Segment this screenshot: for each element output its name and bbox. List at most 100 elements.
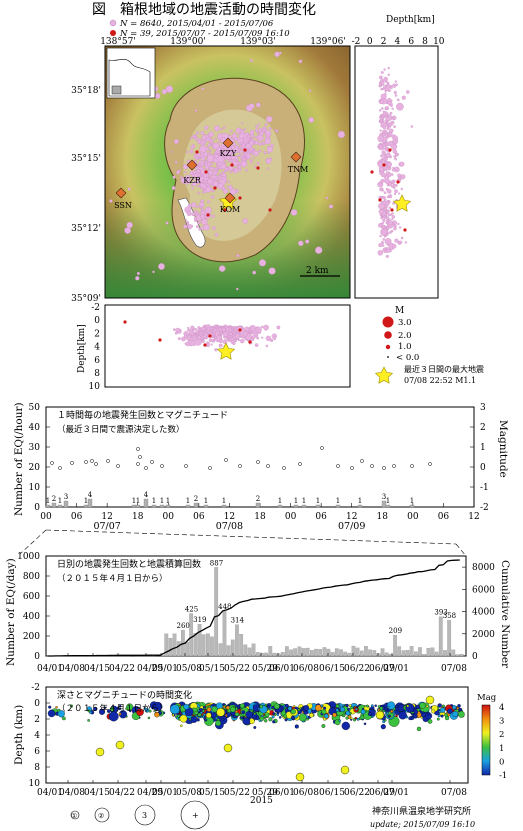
hypocenter-pink — [387, 189, 392, 194]
hypocenter-pink — [381, 222, 385, 225]
epicenter-pink — [298, 59, 303, 64]
hypocenter-pink — [379, 234, 382, 238]
daily-peak-label: 393 — [434, 609, 447, 617]
epicenter-pink — [241, 143, 246, 148]
hypocenter-pink — [381, 119, 385, 122]
inset-area-box — [111, 85, 122, 95]
epicenter-pink — [196, 131, 200, 135]
hourly-mag-tick: 2 — [480, 423, 486, 433]
epicenter-pink — [232, 142, 237, 147]
hypocenter-pink — [181, 336, 186, 342]
epicenter-pink — [212, 226, 216, 230]
hourly-bar — [51, 502, 57, 508]
hourly-bar — [165, 504, 171, 508]
depth-time-event — [395, 714, 398, 718]
legend-pink-dot — [109, 19, 117, 27]
daily-y-ticks: 0 200 400 600 800 1000 — [17, 552, 50, 662]
depth-time-event — [245, 710, 253, 719]
epicenter-pink — [183, 224, 188, 229]
hypocenter-pink — [394, 189, 398, 194]
hourly-mag-circle — [50, 461, 54, 465]
depth-top-ticks: -2 0 2 4 6 8 10 — [352, 37, 445, 47]
daily-bar — [326, 648, 331, 657]
hourly-bar — [63, 500, 69, 508]
hypocenter-pink — [383, 235, 387, 238]
inset-coastline — [108, 58, 151, 97]
hypocenter-pink — [211, 330, 214, 333]
epicenter-pink — [243, 128, 246, 131]
epicenter-pink — [192, 170, 197, 174]
depth-time-event — [276, 713, 280, 717]
hypocenter-pink — [382, 238, 385, 241]
depth-time-event — [416, 726, 422, 732]
hypocenter-pink — [231, 327, 234, 331]
hypocenter-pink — [389, 128, 394, 133]
epicenter-pink — [214, 177, 218, 181]
epicenter-pink — [208, 131, 214, 137]
hypocenter-pink — [394, 238, 399, 243]
epicenter-pink — [221, 171, 225, 174]
hourly-bar-label: 4 — [144, 491, 149, 499]
epicenter-pink — [263, 127, 267, 131]
epicenter-pink — [211, 195, 215, 199]
daily-bar — [347, 652, 352, 657]
hourly-bar — [131, 504, 137, 508]
depth-time-event — [390, 709, 394, 713]
hourly-x-tick: 12 — [468, 512, 479, 522]
hypocenter-pink — [385, 152, 391, 158]
hypocenter-pink — [394, 192, 397, 196]
daily-x-tick: 04/01 — [37, 664, 63, 674]
hypocenter-pink — [385, 160, 389, 164]
depth-time-event — [368, 712, 372, 716]
depth-time-event — [48, 705, 52, 709]
hypocenter-pink — [398, 192, 401, 195]
daily-bar — [359, 650, 364, 657]
hypocenter-pink — [394, 94, 398, 97]
colorbar-tick: 2 — [499, 730, 504, 740]
depth-time-event — [87, 719, 90, 722]
depth-left-tick: 4 — [94, 343, 100, 353]
epicenter-pink — [199, 183, 205, 188]
hypocenter-pink — [225, 336, 228, 339]
hypocenter-pink — [378, 202, 385, 210]
depth-left-tick: 6 — [94, 356, 100, 366]
hypocenter-pink — [215, 326, 218, 329]
daily-bar — [193, 632, 198, 657]
epicenter-pink — [206, 154, 215, 163]
hourly-mag-circle — [392, 464, 396, 468]
epicenter-pink — [136, 271, 140, 276]
hypocenter-pink — [207, 342, 210, 345]
hypocenter-pink — [383, 116, 386, 119]
depth-top-label: Depth[km] — [386, 15, 435, 25]
epicenter-pink — [124, 227, 131, 234]
depth-time-event — [93, 706, 98, 711]
epicenter-pink — [242, 157, 246, 161]
daily-bar — [393, 634, 397, 657]
depth-time-event — [216, 708, 225, 717]
daily-peak-label: 260 — [177, 622, 190, 630]
depth-time-event — [95, 747, 105, 757]
hypocenter-pink — [261, 336, 264, 339]
daily-bar — [422, 653, 427, 657]
depth-time-event — [444, 713, 449, 717]
hypocenter-pink — [392, 179, 396, 184]
daily-bar — [447, 620, 452, 657]
epicenter-pink — [221, 148, 224, 151]
epicenter-pink — [200, 154, 204, 158]
depth-left-label: Depth[km] — [77, 324, 87, 373]
epicenter-pink — [186, 150, 189, 154]
size-legend-4-label: + — [192, 811, 199, 820]
epicenter-pink — [215, 167, 218, 170]
epicenter-pink — [237, 154, 241, 157]
epicenter-pink — [236, 254, 240, 258]
mag-2-symbol — [384, 331, 392, 339]
depth-top-tick: -2 — [352, 37, 361, 47]
epicenter-pink — [250, 59, 253, 63]
epicenter-pink — [194, 137, 198, 141]
epicenter-pink — [174, 160, 178, 164]
map-lon-tick: 138°57' — [100, 37, 136, 47]
hypocenter-pink — [386, 183, 390, 187]
daily-bar — [243, 644, 248, 657]
hypocenter-pink — [378, 143, 383, 148]
hypocenter-pink — [406, 90, 410, 94]
